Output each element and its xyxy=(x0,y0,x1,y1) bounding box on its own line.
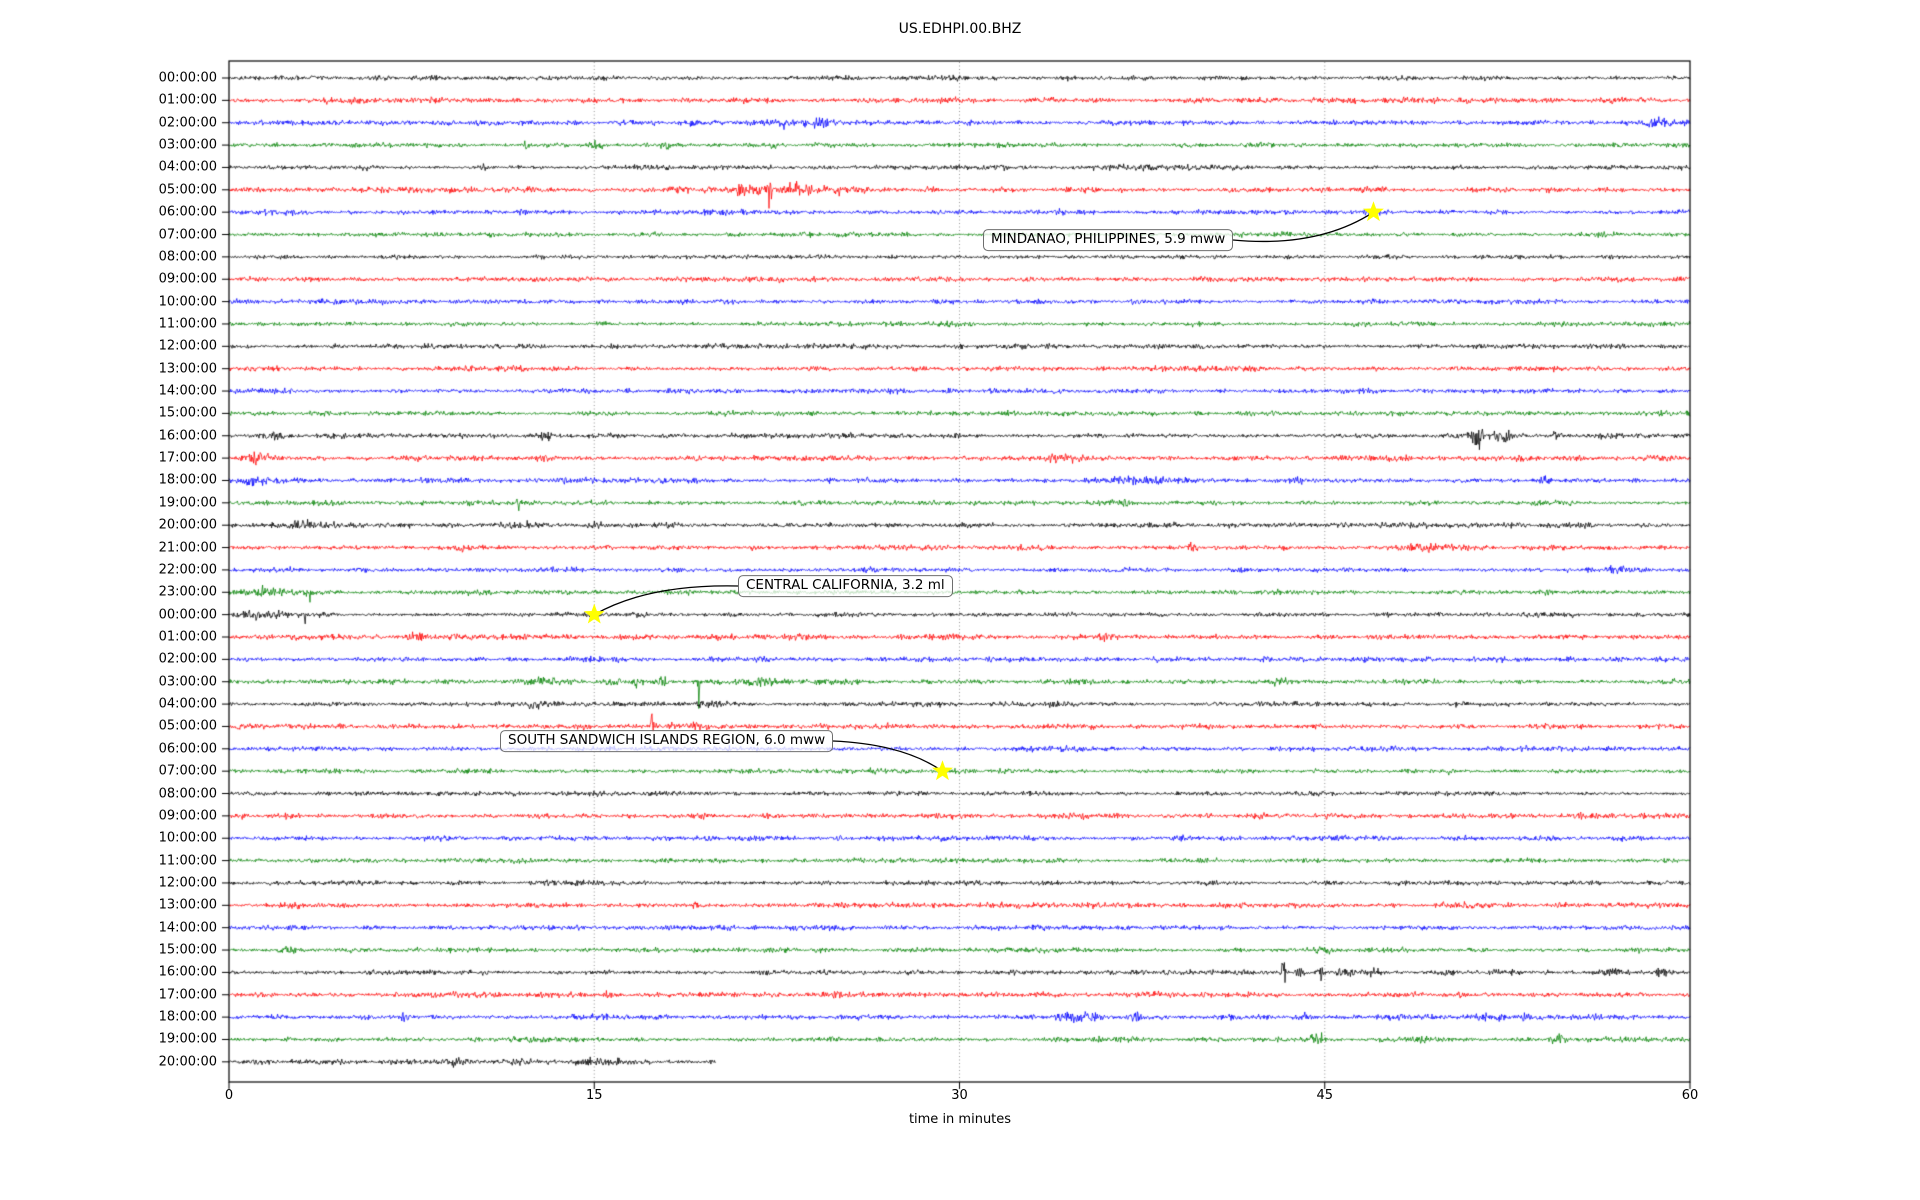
x-tick-label: 60 xyxy=(1681,1088,1699,1103)
y-tick-label: 15:00:00 xyxy=(158,405,217,421)
x-axis-label: time in minutes xyxy=(908,1112,1012,1127)
y-tick-label: 03:00:00 xyxy=(158,674,217,690)
annotation-connector xyxy=(593,585,739,616)
annotation-box: MINDANAO, PHILIPPINES, 5.9 mww xyxy=(983,229,1234,251)
y-tick-label: 20:00:00 xyxy=(158,517,217,533)
y-tick-label: 16:00:00 xyxy=(158,428,217,444)
y-tick-label: 14:00:00 xyxy=(158,383,217,399)
y-tick-label: 07:00:00 xyxy=(158,227,217,243)
y-tick-label: 17:00:00 xyxy=(158,987,217,1003)
annotation-box: SOUTH SANDWICH ISLANDS REGION, 6.0 mww xyxy=(500,730,834,752)
y-tick-label: 00:00:00 xyxy=(158,70,217,86)
y-tick-label: 19:00:00 xyxy=(158,1031,217,1047)
y-tick-label: 05:00:00 xyxy=(158,718,217,734)
y-tick-label: 11:00:00 xyxy=(158,853,217,869)
y-tick-label: 08:00:00 xyxy=(158,786,217,802)
y-tick-label: 14:00:00 xyxy=(158,920,217,936)
y-tick-label: 06:00:00 xyxy=(158,741,217,757)
y-tick-label: 18:00:00 xyxy=(158,1009,217,1025)
y-tick-label: 13:00:00 xyxy=(158,897,217,913)
y-tick-label: 11:00:00 xyxy=(158,316,217,332)
y-tick-label: 01:00:00 xyxy=(158,629,217,645)
y-tick-label: 12:00:00 xyxy=(158,338,217,354)
y-tick-label: 12:00:00 xyxy=(158,875,217,891)
annotation-connector xyxy=(832,740,943,772)
event-star-marker xyxy=(583,603,605,624)
y-tick-label: 23:00:00 xyxy=(158,584,217,600)
y-tick-label: 04:00:00 xyxy=(158,159,217,175)
y-tick-label: 18:00:00 xyxy=(158,472,217,488)
annotation-connector xyxy=(1232,211,1374,243)
x-tick-label: 45 xyxy=(1316,1088,1334,1103)
y-tick-label: 22:00:00 xyxy=(158,562,217,578)
y-tick-label: 17:00:00 xyxy=(158,450,217,466)
x-tick-label: 15 xyxy=(585,1088,603,1103)
y-tick-label: 03:00:00 xyxy=(158,137,217,153)
y-tick-label: 20:00:00 xyxy=(158,1054,217,1070)
y-tick-label: 16:00:00 xyxy=(158,964,217,980)
x-tick-label: 0 xyxy=(224,1088,234,1103)
chart-title: US.EDHPI.00.BHZ xyxy=(898,21,1022,37)
y-tick-label: 08:00:00 xyxy=(158,249,217,265)
y-tick-label: 04:00:00 xyxy=(158,696,217,712)
y-tick-label: 02:00:00 xyxy=(158,115,217,131)
event-star-marker xyxy=(1363,201,1384,222)
y-tick-label: 10:00:00 xyxy=(158,830,217,846)
y-tick-label: 13:00:00 xyxy=(158,361,217,377)
y-tick-label: 00:00:00 xyxy=(158,607,217,623)
y-tick-label: 07:00:00 xyxy=(158,763,217,779)
y-tick-label: 02:00:00 xyxy=(158,651,217,667)
y-tick-label: 10:00:00 xyxy=(158,294,217,310)
x-tick-label: 30 xyxy=(951,1088,968,1103)
y-tick-label: 06:00:00 xyxy=(158,204,217,220)
y-tick-label: 01:00:00 xyxy=(158,92,217,108)
annotation-box: CENTRAL CALIFORNIA, 3.2 ml xyxy=(738,575,953,597)
y-tick-label: 05:00:00 xyxy=(158,182,217,198)
y-tick-label: 21:00:00 xyxy=(158,540,217,556)
y-tick-label: 15:00:00 xyxy=(158,942,217,958)
y-tick-label: 09:00:00 xyxy=(158,808,217,824)
y-tick-label: 09:00:00 xyxy=(158,271,217,287)
event-star-marker xyxy=(932,760,953,781)
y-tick-label: 19:00:00 xyxy=(158,495,217,511)
